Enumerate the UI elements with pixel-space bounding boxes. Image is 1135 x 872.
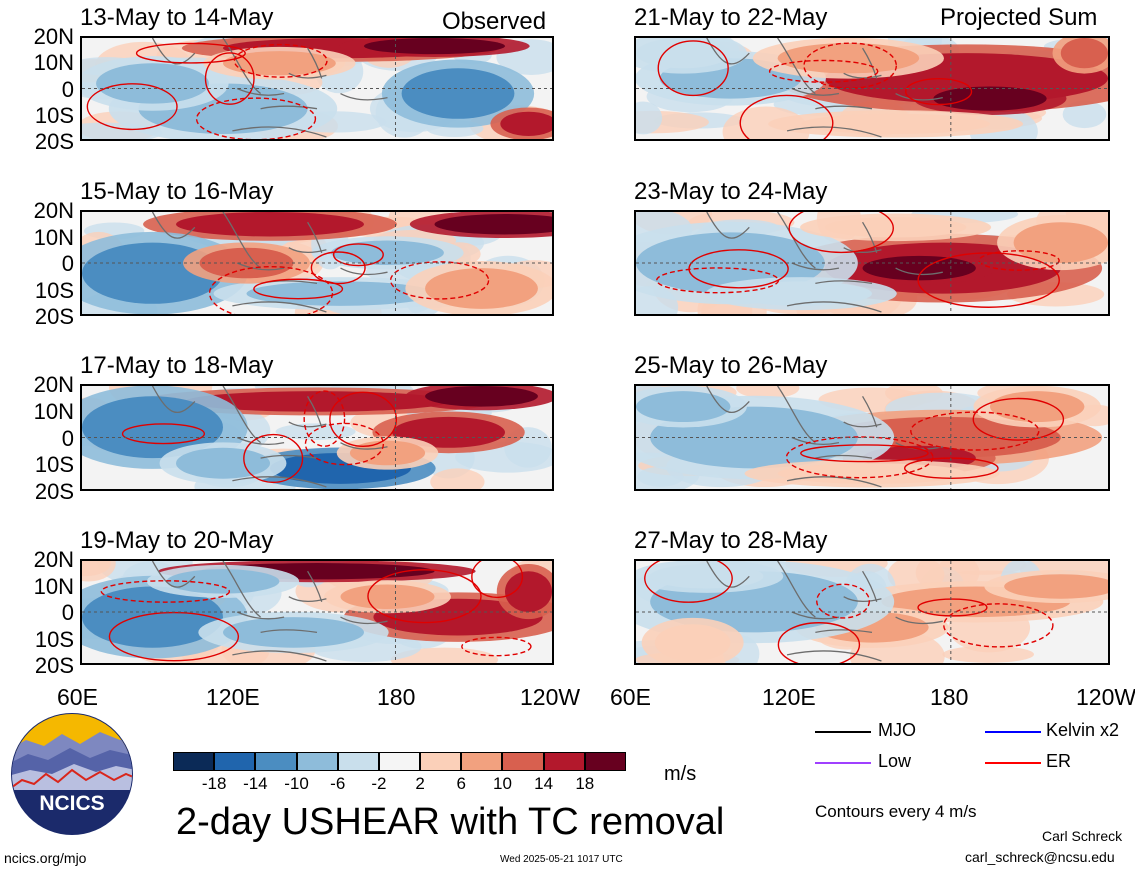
legend-label-low: Low	[878, 751, 912, 771]
panel-title-left-4: 19-May to 20-May	[80, 527, 274, 554]
lon-label-120e-right: 120E	[762, 684, 816, 710]
shear-field-map	[636, 561, 1108, 663]
lat-label: 20S	[34, 304, 74, 329]
lon-label-120w-right: 120W	[1076, 684, 1135, 710]
footer-timestamp: Wed 2025-05-21 1017 UTC	[500, 854, 623, 865]
lon-label-60e-left: 60E	[57, 684, 98, 710]
lat-label: 0	[61, 251, 74, 276]
legend-label-er: ER	[1046, 751, 1072, 771]
main-title: 2-day USHEAR with TC removal	[176, 801, 725, 843]
lat-label: 20N	[33, 24, 74, 49]
shear-field-map	[636, 38, 1108, 139]
lat-label: 10N	[33, 50, 74, 76]
colorbar-swatch	[255, 752, 297, 771]
ncics-logo: NCICS	[8, 710, 136, 838]
colorbar-swatch	[502, 752, 544, 771]
panel-corner-label-observed: Observed	[442, 8, 547, 35]
colorbar-swatch	[584, 752, 626, 771]
lat-label: 20S	[34, 653, 74, 678]
panel-title-right-2: 23-May to 24-May	[634, 178, 828, 205]
colorbar-tick-label: -6	[330, 774, 346, 793]
ncics-logo-graphic: NCICS	[11, 713, 133, 835]
colorbar-tick-label: 2	[415, 774, 425, 793]
panel-title-right-1: 21-May to 22-May	[634, 4, 828, 31]
ncics-logo-text: NCICS	[39, 792, 104, 815]
lat-label: 20S	[34, 129, 74, 154]
panel-title-left-1: 13-May to 14-May	[80, 4, 274, 31]
lat-label: 0	[61, 600, 74, 625]
colorbar-swatch	[214, 752, 256, 771]
colorbar-tick-label: 10	[492, 774, 512, 793]
colorbar-tick-label: 14	[534, 774, 554, 793]
colorbar-swatch	[543, 752, 585, 771]
lat-label: 20N	[33, 547, 74, 572]
lon-label-180-right: 180	[930, 684, 969, 710]
map-panel-left-3	[80, 384, 554, 491]
map-panel-right-3	[634, 384, 1110, 491]
colorbar-tick-label: 6	[456, 774, 466, 793]
contour-note: Contours every 4 m/s	[815, 802, 977, 821]
colorbar-tick-label: -14	[243, 774, 268, 793]
colorbar-tick-label: -2	[371, 774, 387, 793]
map-panel-right-4	[634, 559, 1110, 665]
map-panel-left-2	[80, 210, 554, 316]
panel-title-left-2: 15-May to 16-May	[80, 178, 274, 205]
legend-label-mjo: MJO	[878, 720, 916, 740]
map-panel-left-1	[80, 36, 554, 141]
map-panel-right-2	[634, 210, 1110, 316]
lat-label: 10N	[33, 224, 74, 250]
panel-title-right-4: 27-May to 28-May	[634, 527, 828, 554]
lat-label: 0	[61, 425, 74, 451]
shear-field-map	[82, 212, 552, 314]
shear-field-map	[82, 38, 552, 139]
legend-line-kelvin	[985, 731, 1041, 733]
colorbar-units: m/s	[664, 763, 697, 785]
shear-field-map	[82, 386, 552, 489]
colorbar-swatch	[337, 752, 379, 771]
lat-label: 10S	[34, 102, 74, 128]
legend-line-er	[985, 762, 1041, 764]
lon-label-120w-left: 120W	[520, 684, 581, 710]
lat-label: 10S	[34, 626, 74, 652]
map-panel-left-4	[80, 559, 554, 665]
lon-label-120e-left: 120E	[206, 684, 260, 710]
colorbar-tick-label: 18	[575, 774, 595, 793]
colorbar	[173, 752, 626, 771]
lat-label: 10N	[33, 573, 74, 599]
legend-line-low	[815, 762, 871, 764]
lat-label: 20N	[33, 372, 74, 397]
shear-field-map	[636, 212, 1108, 314]
footer-author: Carl Schreck	[1042, 828, 1123, 844]
lat-label: 10S	[34, 452, 74, 478]
panel-title-right-3: 25-May to 26-May	[634, 352, 828, 379]
panel-title-left-3: 17-May to 18-May	[80, 352, 274, 379]
lat-label: 10S	[34, 277, 74, 303]
colorbar-swatch	[173, 752, 215, 771]
footer-email[interactable]: carl_schreck@ncsu.edu	[965, 849, 1115, 865]
colorbar-tick-label: -18	[201, 774, 227, 793]
map-panel-right-1	[634, 36, 1110, 141]
legend-line-mjo	[815, 731, 871, 733]
colorbar-swatch	[378, 752, 421, 771]
legend-label-kelvin: Kelvin x2	[1046, 720, 1120, 740]
lat-label: 20S	[34, 479, 74, 504]
panel-corner-label-projected: Projected Sum	[940, 4, 1098, 31]
shear-field-map	[636, 386, 1108, 489]
lat-label: 20N	[33, 198, 74, 223]
lon-label-180-left: 180	[377, 684, 416, 710]
colorbar-swatch	[296, 752, 338, 771]
footer-url[interactable]: ncics.org/mjo	[4, 850, 87, 866]
lon-label-60e-right: 60E	[610, 684, 651, 710]
colorbar-swatch	[420, 752, 462, 771]
colorbar-swatch	[461, 752, 503, 771]
lat-label: 10N	[33, 398, 74, 424]
shear-field-map	[82, 561, 552, 663]
colorbar-tick-label: -10	[284, 774, 309, 793]
lat-label: 0	[61, 76, 74, 102]
